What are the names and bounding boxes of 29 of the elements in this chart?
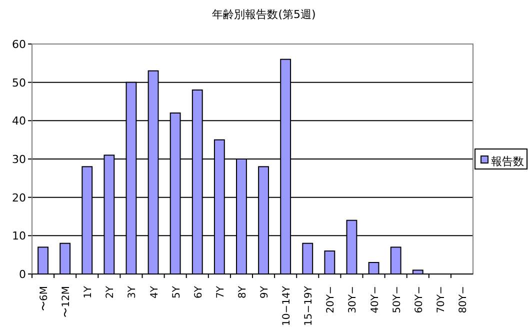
- y-tick-label: 10: [12, 230, 26, 243]
- x-tick-label: 3Y: [127, 285, 138, 298]
- x-tick-label: 80Y−: [458, 286, 469, 314]
- x-tick-label: 8Y: [237, 285, 248, 298]
- y-tick-label: 60: [12, 38, 26, 51]
- legend-label: 報告数: [491, 155, 524, 168]
- y-tick-label: 0: [19, 268, 26, 281]
- x-tick-label: 15−19Y: [304, 285, 315, 326]
- x-tick-label: 〜6M: [39, 286, 50, 311]
- x-tick-label: 30Y−: [348, 286, 359, 314]
- x-tick-label: 1Y: [83, 285, 94, 298]
- x-tick-label: 〜12M: [61, 286, 72, 318]
- x-tick-label: 6Y: [193, 285, 204, 298]
- x-tick-label: 7Y: [215, 285, 226, 298]
- y-tick-label: 40: [12, 114, 26, 128]
- y-tick-label: 20: [12, 191, 26, 204]
- y-tick-label: 50: [12, 76, 26, 90]
- x-tick-label: 4Y: [149, 285, 160, 298]
- x-tick-label: 60Y−: [414, 286, 425, 314]
- x-tick-label: 40Y−: [370, 286, 381, 314]
- x-tick-label: 50Y−: [392, 286, 403, 314]
- x-tick-label: 5Y: [171, 285, 182, 298]
- y-tick-label: 30: [12, 153, 26, 166]
- chart-title: 年齢別報告数(第5週): [212, 8, 316, 21]
- x-tick-label: 2Y: [105, 285, 116, 298]
- x-tick-label: 10−14Y: [282, 285, 293, 326]
- x-tick-label: 20Y−: [326, 286, 337, 314]
- x-tick-label: 70Y−: [436, 286, 447, 314]
- x-tick-label: 9Y: [260, 285, 271, 298]
